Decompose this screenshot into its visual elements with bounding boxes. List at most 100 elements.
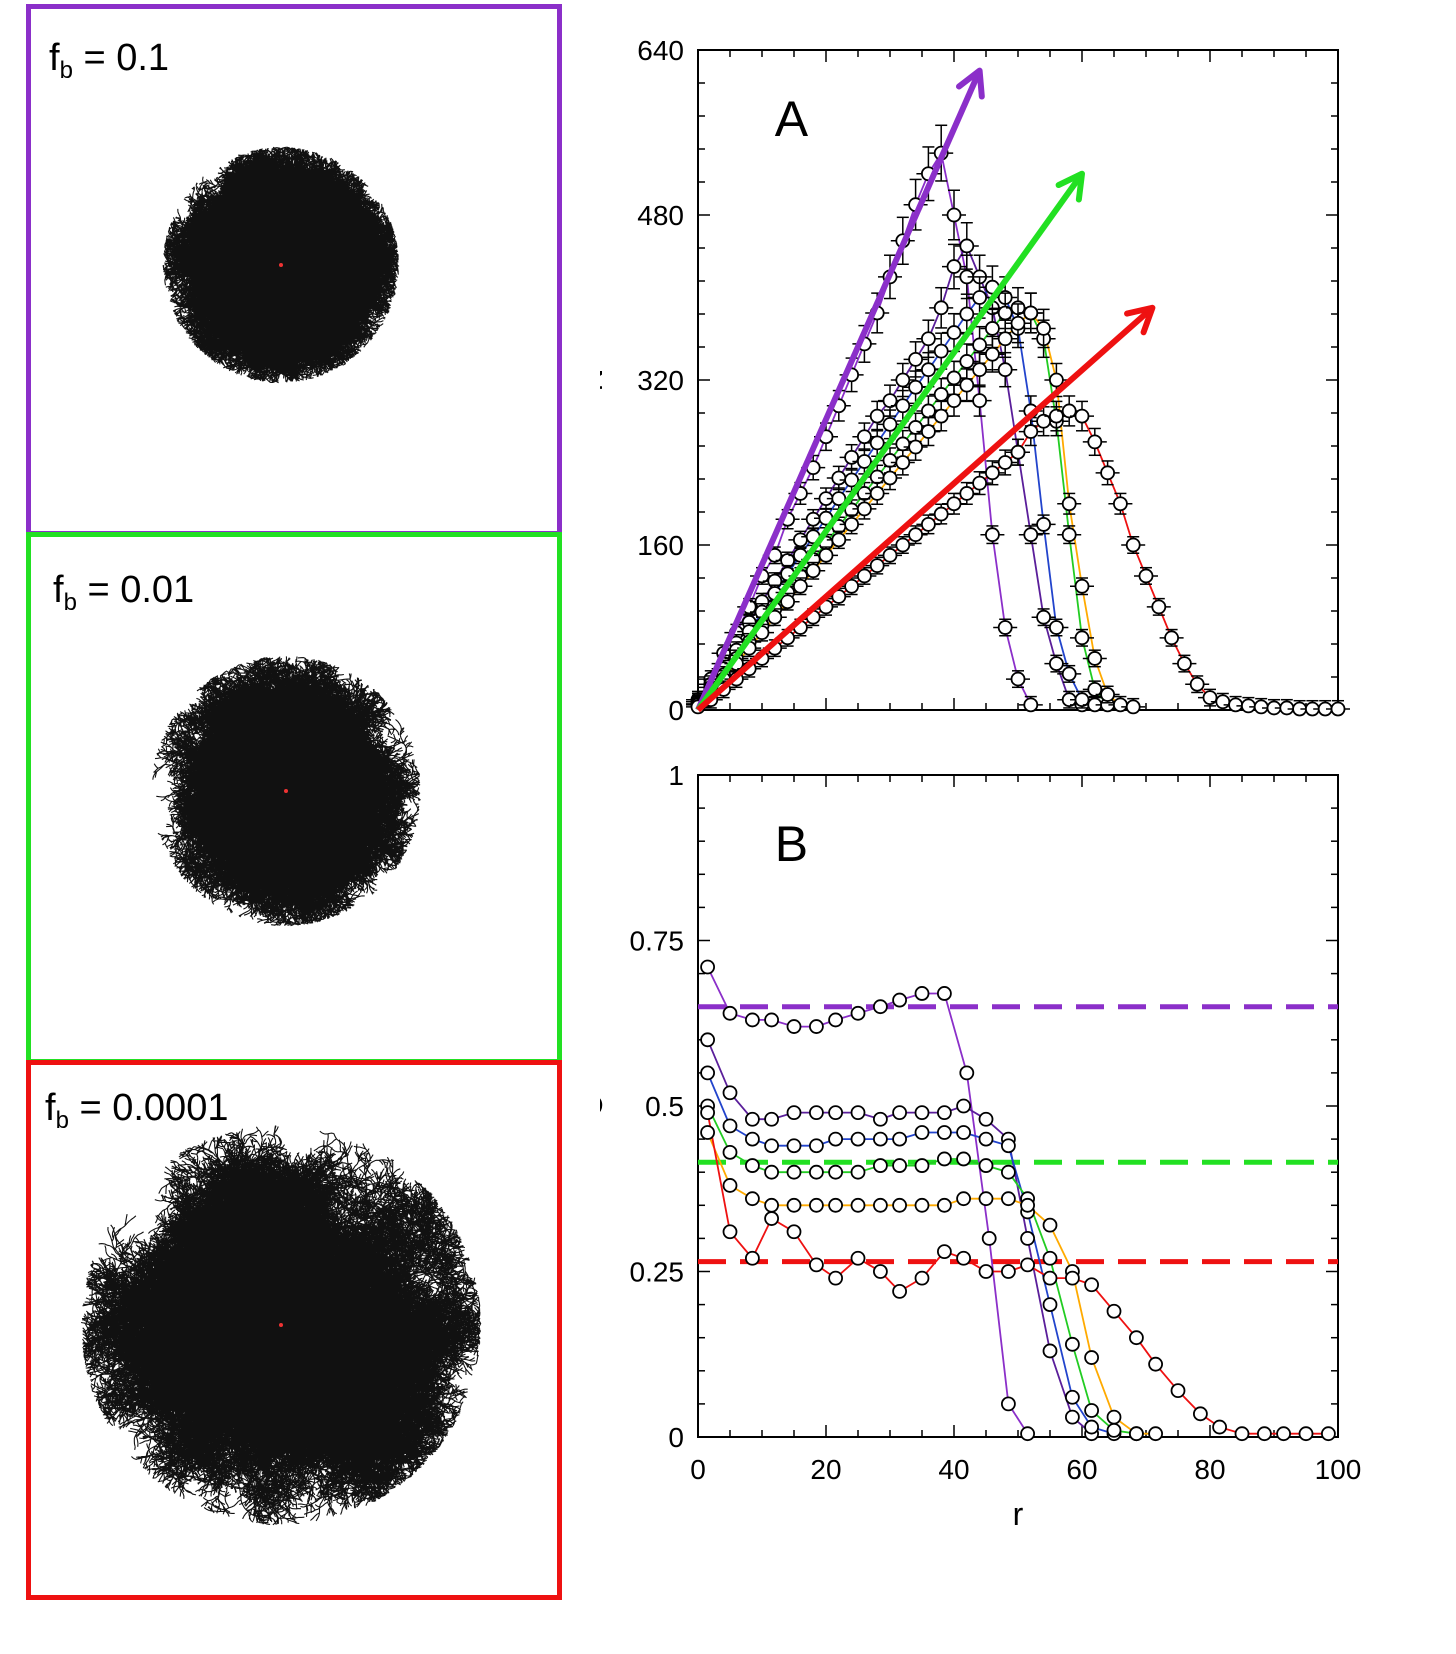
data-point xyxy=(1152,600,1165,613)
data-point xyxy=(874,1133,887,1146)
data-point xyxy=(1236,1427,1249,1440)
data-point xyxy=(807,564,820,577)
data-point xyxy=(938,987,951,1000)
chart-panel-B: 00.250.50.751020406080100CrB xyxy=(600,760,1361,1532)
data-point xyxy=(874,1000,887,1013)
data-point xyxy=(957,1100,970,1113)
y-tick-label: 320 xyxy=(637,365,684,396)
data-point xyxy=(884,549,897,562)
y-tick-label: 480 xyxy=(637,200,684,231)
data-point xyxy=(852,1133,865,1146)
x-tick-label: 20 xyxy=(810,1454,841,1485)
cluster-panel-fb-0.1: fb = 0.1 xyxy=(26,4,562,536)
data-point xyxy=(1127,539,1140,552)
data-point xyxy=(1213,1421,1226,1434)
data-point xyxy=(922,332,935,345)
data-point xyxy=(948,394,961,407)
data-point xyxy=(909,381,922,394)
data-point xyxy=(871,436,884,449)
data-point xyxy=(874,1199,887,1212)
data-point xyxy=(1191,678,1204,691)
data-point xyxy=(957,1126,970,1139)
data-point xyxy=(922,425,935,438)
data-point xyxy=(957,1152,970,1165)
data-point xyxy=(1172,1384,1185,1397)
data-point xyxy=(832,533,845,546)
data-point xyxy=(973,477,986,490)
data-point xyxy=(1066,1272,1079,1285)
data-point xyxy=(1066,1411,1079,1424)
data-point xyxy=(1280,701,1293,714)
data-point xyxy=(884,454,897,467)
data-point xyxy=(871,559,884,572)
data-point xyxy=(1050,621,1063,634)
data-point xyxy=(948,326,961,339)
data-point xyxy=(1050,657,1063,670)
data-point xyxy=(1127,700,1140,713)
data-point xyxy=(858,430,871,443)
data-point xyxy=(701,1126,714,1139)
data-point xyxy=(909,441,922,454)
data-point xyxy=(746,1113,759,1126)
data-point xyxy=(829,1013,842,1026)
data-point xyxy=(724,1225,737,1238)
data-point xyxy=(916,1272,929,1285)
data-point xyxy=(1021,1199,1034,1212)
data-point xyxy=(973,338,986,351)
data-point xyxy=(1012,317,1025,330)
data-point xyxy=(724,1086,737,1099)
x-axis-label: r xyxy=(1013,1496,1024,1532)
data-point xyxy=(999,456,1012,469)
data-point xyxy=(1108,1411,1121,1424)
data-point xyxy=(829,1272,842,1285)
data-point xyxy=(960,487,973,500)
data-point xyxy=(1044,1219,1057,1232)
data-point xyxy=(1194,1407,1207,1420)
data-point xyxy=(871,410,884,423)
data-point xyxy=(871,470,884,483)
data-point xyxy=(999,621,1012,634)
data-point xyxy=(1050,374,1063,387)
data-point xyxy=(1076,580,1089,593)
y-tick-label: 0.5 xyxy=(645,1091,684,1122)
data-point xyxy=(1322,1427,1335,1440)
data-point xyxy=(1024,425,1037,438)
data-point xyxy=(1063,528,1076,541)
data-point xyxy=(794,533,807,546)
data-point xyxy=(858,502,871,515)
data-point xyxy=(746,1192,759,1205)
data-point xyxy=(983,1232,996,1245)
data-point xyxy=(788,1139,801,1152)
data-point xyxy=(909,353,922,366)
data-point xyxy=(1024,306,1037,319)
data-point xyxy=(916,1126,929,1139)
data-point xyxy=(724,1119,737,1132)
data-point xyxy=(935,301,948,314)
data-point xyxy=(1165,631,1178,644)
data-point xyxy=(916,1199,929,1212)
data-point xyxy=(724,1179,737,1192)
data-point xyxy=(810,1139,823,1152)
data-point xyxy=(852,1106,865,1119)
cluster-seed xyxy=(279,1323,283,1327)
fb-label-value: = 0.01 xyxy=(87,569,194,611)
data-point xyxy=(1101,466,1114,479)
cluster-image-dense xyxy=(31,9,557,531)
data-point xyxy=(986,466,999,479)
data-point xyxy=(765,1199,778,1212)
data-point xyxy=(701,1033,714,1046)
data-point xyxy=(935,388,948,401)
data-point xyxy=(916,1159,929,1172)
data-point xyxy=(701,1106,714,1119)
data-point xyxy=(1088,435,1101,448)
data-point xyxy=(871,487,884,500)
data-point xyxy=(960,239,973,252)
data-point xyxy=(1037,611,1050,624)
data-point xyxy=(960,379,973,392)
data-point xyxy=(852,1007,865,1020)
data-point xyxy=(1076,410,1089,423)
data-point xyxy=(1002,1139,1015,1152)
x-tick-label: 0 xyxy=(690,1454,706,1485)
data-point xyxy=(788,1106,801,1119)
data-point xyxy=(935,508,948,521)
